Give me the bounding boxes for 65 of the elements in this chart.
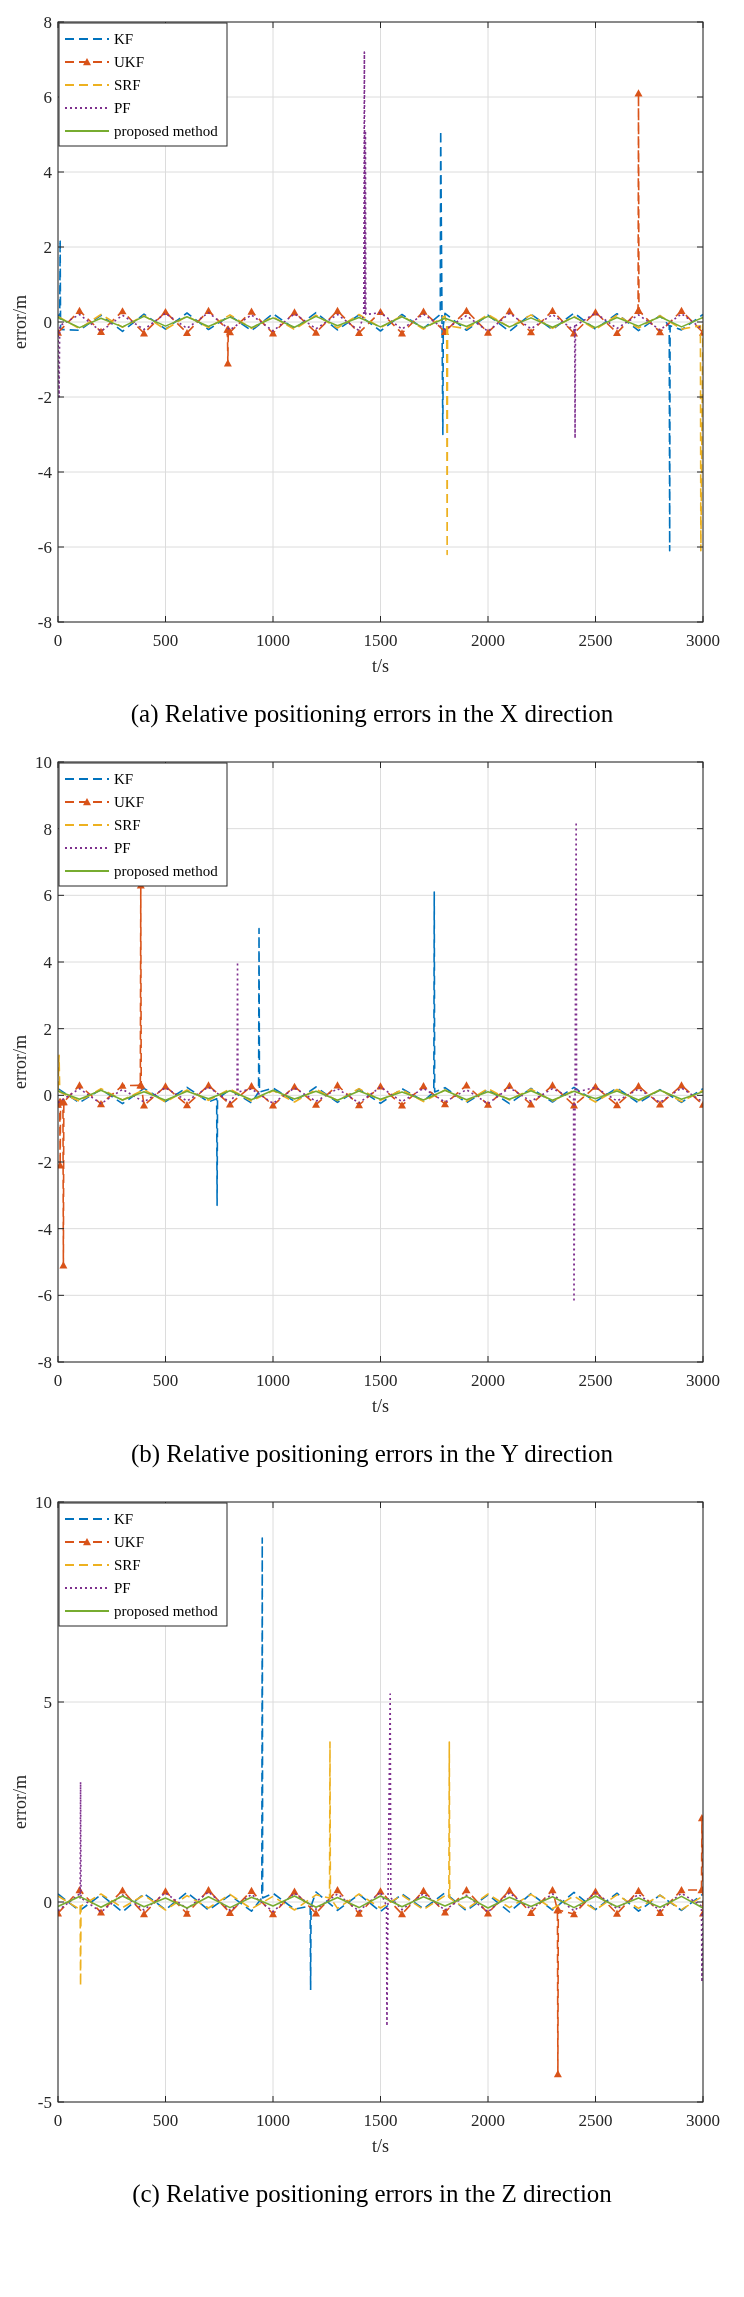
legend-label: proposed method [114, 1603, 219, 1620]
x-tick-label: 2500 [578, 2111, 613, 2130]
y-tick-label: 10 [35, 1492, 52, 1512]
x-tick-label: 3000 [686, 631, 720, 650]
x-tick-label: 2500 [578, 1371, 613, 1390]
x-axis-title: t/s [371, 1396, 390, 1416]
y-tick-label: 5 [43, 1692, 52, 1712]
x-tick-label: 3000 [686, 1371, 720, 1390]
y-tick-label: 2 [43, 1019, 52, 1039]
y-axis-title: error/m [10, 1035, 30, 1089]
legend-label: KF [114, 31, 134, 48]
x-tick-label: 500 [152, 2111, 179, 2130]
y-tick-label: -6 [37, 1286, 52, 1306]
y-tick-label: 10 [35, 752, 52, 772]
x-tick-label: 2000 [471, 2111, 505, 2130]
y-tick-label: -6 [37, 537, 52, 557]
y-tick-label: -5 [37, 2092, 52, 2112]
x-tick-label: 2500 [578, 631, 613, 650]
y-tick-label: -4 [37, 1219, 53, 1239]
x-tick-label: 1500 [363, 2111, 398, 2130]
legend-label: KF [114, 771, 134, 788]
x-tick-label: 3000 [686, 2111, 720, 2130]
legend-label: SRF [114, 1557, 141, 1574]
x-tick-label: 1000 [256, 631, 290, 650]
x-axis-title: t/s [371, 656, 390, 676]
text: (a) Relative positioning errors in the X direction [130, 700, 614, 728]
x-tick-label: 2000 [471, 1371, 505, 1390]
text: (b) Relative positioning errors in the Y direction [130, 1440, 614, 1468]
y-tick-label: -4 [37, 462, 53, 482]
y-axis-title: error/m [10, 295, 30, 349]
y-tick-label: 8 [43, 819, 52, 839]
y-tick-label: 0 [43, 1892, 52, 1912]
y-tick-label: 4 [43, 162, 53, 182]
y-tick-label: 0 [43, 1086, 52, 1106]
legend-label: SRF [114, 77, 141, 94]
y-tick-label: -2 [37, 387, 52, 407]
x-tick-label: 2000 [471, 631, 505, 650]
x-tick-label: 500 [152, 1371, 179, 1390]
y-tick-label: 2 [43, 237, 52, 257]
x-tick-label: 1000 [256, 2111, 290, 2130]
legend-label: UKF [114, 54, 145, 71]
x-tick-label: 1500 [363, 631, 398, 650]
legend-label: PF [114, 1580, 131, 1597]
text: (c) Relative positioning errors in the Z direction [132, 2180, 613, 2208]
legend-label: PF [114, 840, 131, 857]
legend-label: UKF [114, 794, 145, 811]
y-tick-label: -8 [37, 1352, 52, 1372]
y-tick-label: 6 [43, 886, 52, 906]
x-tick-label: 1500 [363, 1371, 398, 1390]
y-tick-label: -8 [37, 612, 52, 632]
y-tick-label: -2 [37, 1152, 52, 1172]
legend-label: PF [114, 100, 131, 117]
y-tick-label: 6 [43, 87, 52, 107]
y-tick-label: 0 [43, 312, 52, 332]
y-tick-label: 4 [43, 952, 53, 972]
legend-label: SRF [114, 817, 141, 834]
legend-label: proposed method [114, 123, 219, 140]
x-tick-label: 1000 [256, 1371, 290, 1390]
x-axis-title: t/s [371, 2136, 390, 2156]
legend-label: KF [114, 1511, 134, 1528]
legend-label: proposed method [114, 863, 219, 880]
x-tick-label: 500 [152, 631, 179, 650]
legend-label: UKF [114, 1534, 145, 1551]
y-tick-label: 8 [43, 12, 52, 32]
y-axis-title: error/m [10, 1775, 30, 1829]
